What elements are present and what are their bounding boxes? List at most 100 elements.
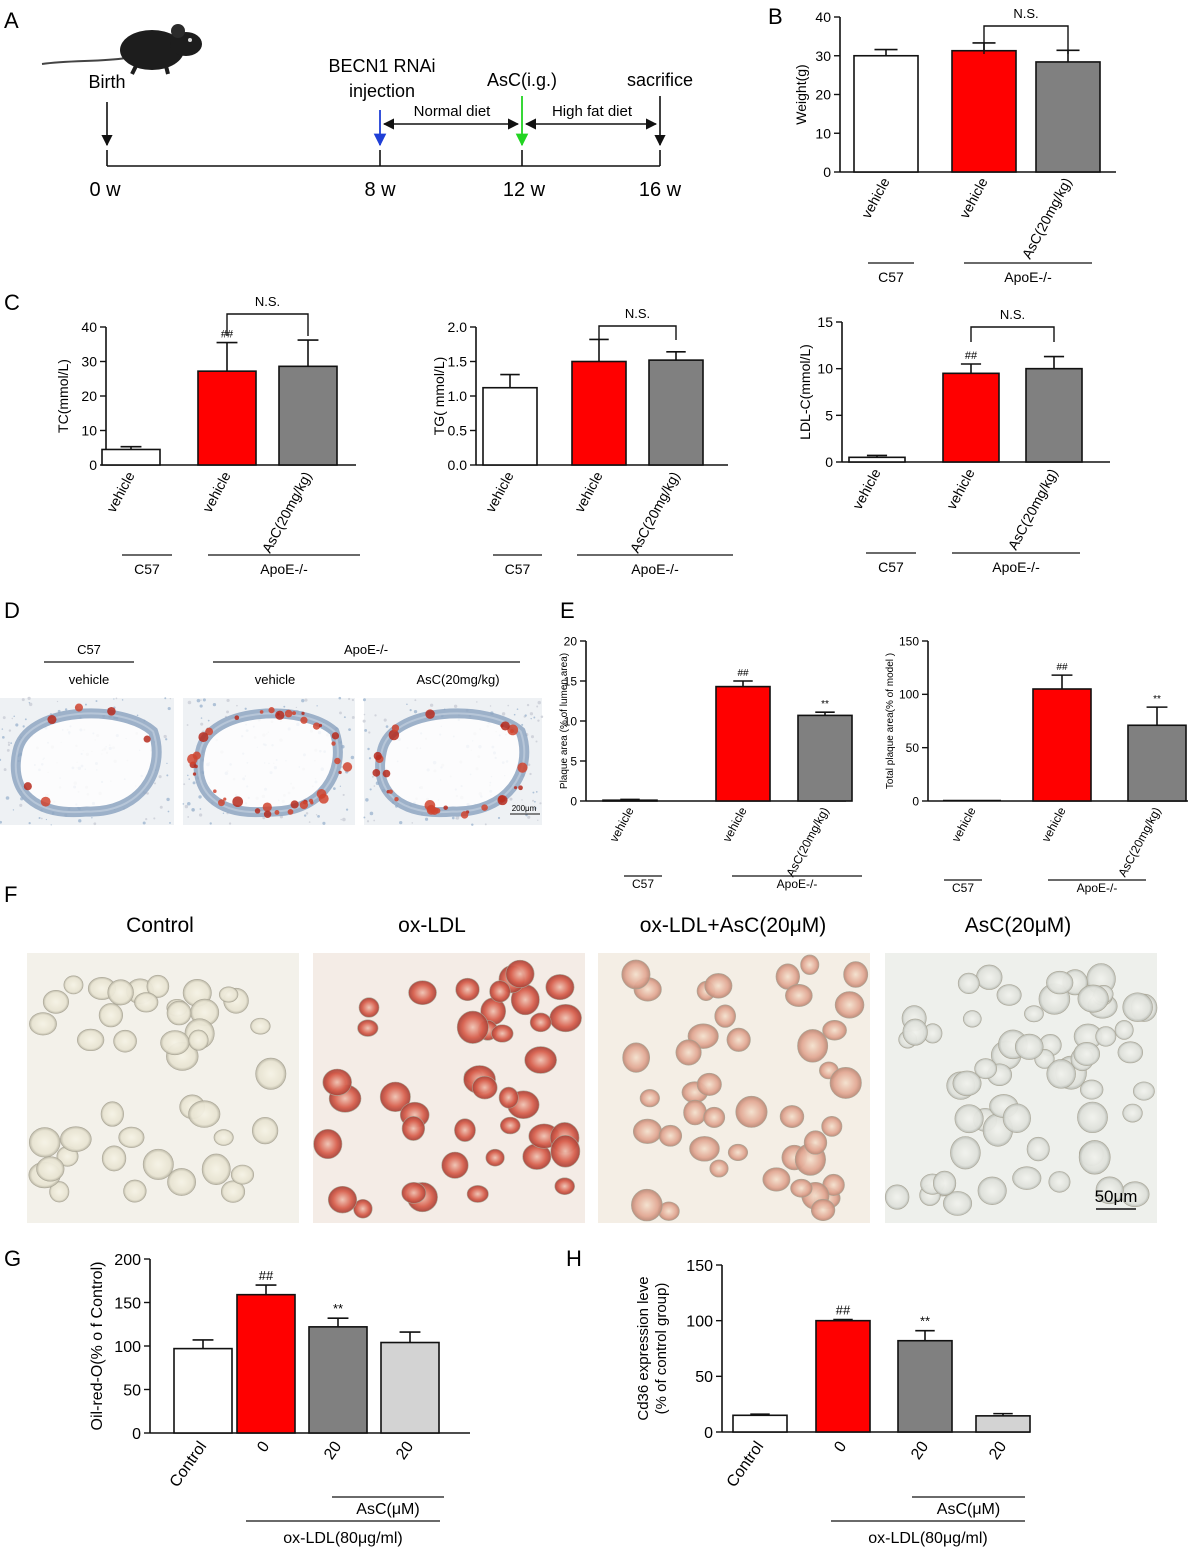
tissue-speck (339, 785, 342, 787)
cell (683, 1099, 707, 1126)
category-label: vehicle (103, 469, 138, 515)
group-label: ox-LDL(80μg/ml) (868, 1530, 987, 1547)
cell-title-ox-ldl: ox-LDL (398, 914, 466, 937)
lipid-deposit (263, 810, 272, 818)
tissue-speck (369, 788, 372, 791)
y-tick-label: 150 (114, 1295, 141, 1312)
lipid-deposit (308, 798, 314, 803)
tissue-speck (516, 805, 519, 808)
tissue-speck (198, 813, 203, 817)
y-tick-label: 1.0 (448, 388, 468, 404)
tissue-speck (363, 816, 366, 819)
tissue-speck (374, 714, 377, 717)
group-label: ApoE-/- (1077, 881, 1118, 895)
category-label: 20 (393, 1438, 417, 1462)
tissue-speck (530, 717, 532, 720)
tissue-speck (19, 803, 23, 807)
significance-marker: ## (259, 1268, 274, 1283)
cell (714, 1004, 736, 1028)
tissue-speck (200, 717, 203, 719)
tissue-speck (166, 797, 170, 802)
cell (1117, 1041, 1144, 1064)
tissue-speck (10, 742, 13, 745)
y-tick-label: 150 (899, 634, 919, 648)
cell (455, 977, 480, 1002)
cell (639, 1089, 660, 1108)
category-label: vehicle (720, 805, 750, 845)
y-axis-label: LDL-C(mmol/L) (797, 344, 813, 440)
group-label: C57 (632, 877, 654, 891)
tissue-speck (222, 812, 225, 814)
tissue-speck (371, 775, 374, 778)
y-axis-label: Weight(g) (793, 64, 809, 124)
tissue-speck (539, 802, 542, 805)
cell (1122, 1103, 1143, 1123)
tissue-speck (182, 803, 185, 805)
panel-letter-h: H (566, 1246, 582, 1271)
cell (822, 1020, 847, 1041)
y-axis-label: TC(mmol/L) (55, 359, 71, 433)
y-tick-label: 15 (564, 674, 578, 688)
tissue-speck (200, 722, 204, 726)
tissue-speck (322, 821, 326, 825)
tissue-speck (64, 708, 68, 711)
tissue-speck (530, 735, 535, 739)
cell (76, 1028, 105, 1052)
tissue-speck (535, 740, 538, 743)
tissue-speck (342, 793, 345, 797)
tissue-speck (489, 705, 492, 707)
cell (704, 973, 733, 999)
cell (218, 986, 239, 1003)
cell (974, 1058, 998, 1080)
tissue-speck (153, 782, 157, 785)
tissue-speck (316, 705, 318, 707)
y-tick-label: 5 (570, 754, 577, 768)
cell (1073, 1042, 1101, 1066)
y-tick-label: 0.5 (448, 423, 468, 439)
lipid-deposit (198, 732, 209, 743)
cell (957, 972, 980, 994)
y-axis-label: Total plaque area(% of model ) (885, 653, 896, 789)
cell (1048, 1171, 1071, 1193)
lipid-deposit (372, 768, 381, 777)
cell (118, 1126, 145, 1148)
bar (1127, 724, 1187, 802)
lipid-deposit (290, 800, 299, 809)
cell (1012, 1166, 1042, 1190)
tissue-speck (527, 763, 531, 766)
tissue-speck (78, 819, 82, 823)
bar (173, 1347, 233, 1434)
y-tick-label: 15 (817, 314, 833, 330)
bar (1035, 61, 1101, 173)
tissue-speck (532, 791, 535, 794)
tissue-speck (399, 820, 403, 825)
bar (732, 1414, 788, 1433)
tissue-speck (283, 705, 286, 708)
tissue-speck (244, 707, 247, 710)
significance-marker: ## (836, 1303, 851, 1318)
tissue-speck (369, 811, 374, 816)
lipid-deposit (287, 809, 294, 815)
histology-panel: C57 ApoE-/- vehicle vehicle AsC(20mg/kg)… (0, 642, 544, 826)
lipid-deposit (299, 800, 309, 810)
tissue-speck (521, 723, 524, 726)
cell (401, 1116, 426, 1141)
mouse-icon (41, 24, 202, 75)
significance-marker: ** (920, 1314, 930, 1329)
tissue-speck (476, 701, 478, 703)
category-label: 0 (831, 1438, 850, 1455)
tissue-speck (516, 708, 519, 710)
tissue-speck (540, 715, 544, 719)
cell (49, 1181, 70, 1203)
bar (278, 365, 338, 466)
tissue-speck (262, 816, 266, 820)
tissue-speck (3, 768, 7, 772)
timeline-panel: Birth BECN1 RNAi injection AsC(i.g.) sac… (41, 24, 693, 201)
lipid-deposit (342, 762, 353, 772)
cell (499, 1116, 521, 1135)
significance-bracket (970, 326, 1055, 342)
tissue-speck (537, 819, 539, 821)
cell (353, 1199, 373, 1219)
cell (1002, 1103, 1031, 1133)
